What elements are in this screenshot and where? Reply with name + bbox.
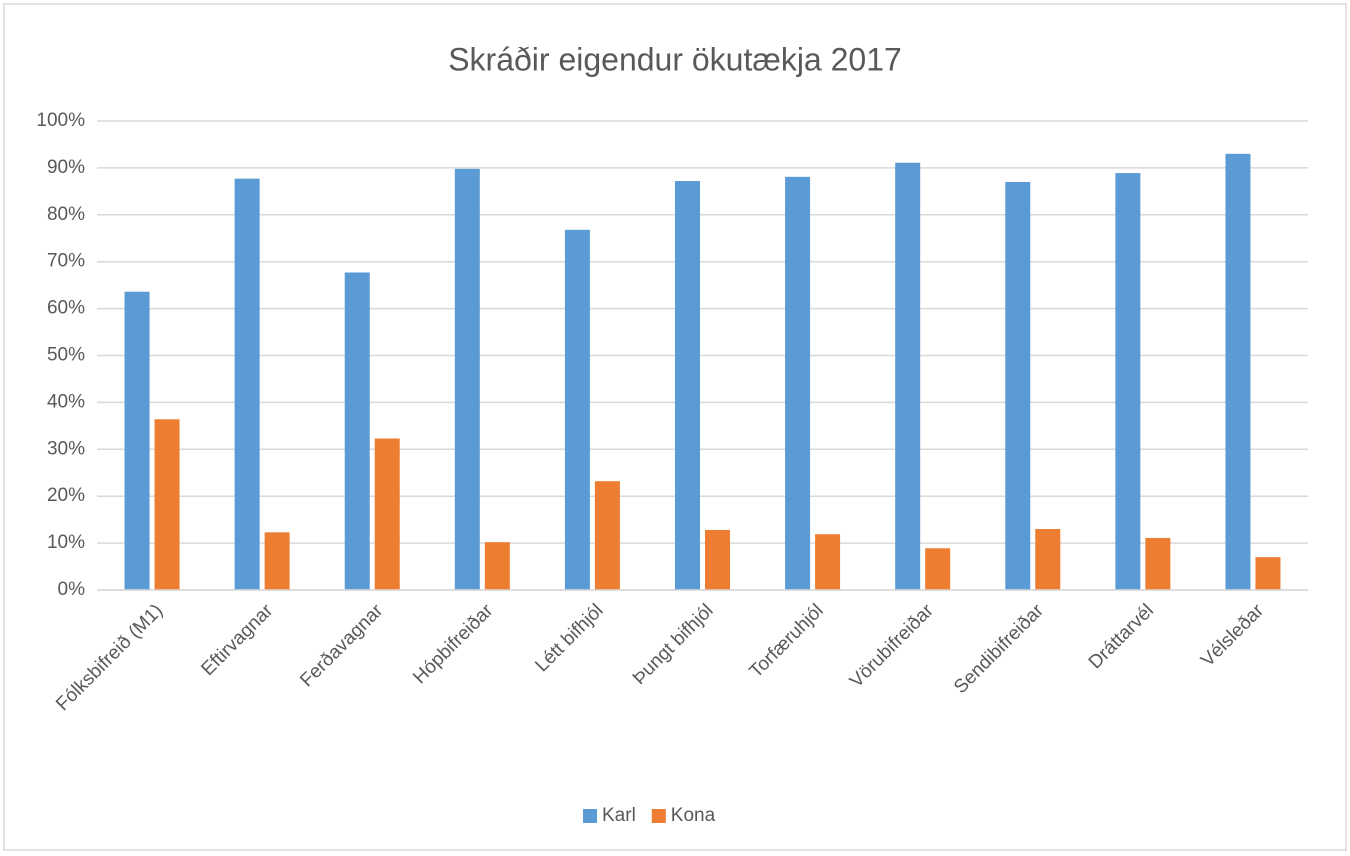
y-tick-label: 40%: [47, 391, 85, 412]
bar: [1145, 537, 1171, 590]
y-tick-label: 50%: [47, 345, 85, 366]
bar: [564, 229, 590, 591]
bar: [1225, 153, 1251, 590]
bar: [675, 181, 700, 591]
bar: [1255, 557, 1281, 590]
legend-swatch: [651, 809, 666, 823]
y-tick-label: 70%: [47, 251, 85, 272]
bar: [154, 419, 180, 590]
legend-label: Karl: [602, 805, 636, 826]
bar: [234, 178, 260, 590]
y-tick-label: 20%: [47, 485, 85, 506]
bar: [1005, 181, 1031, 590]
y-tick-label: 100%: [36, 110, 85, 131]
bar: [815, 534, 841, 590]
chart-title: Skráðir eigendur ökutækja 2017: [448, 41, 902, 77]
legend-label: Kona: [671, 805, 716, 826]
bar: [454, 168, 480, 590]
bar: [895, 162, 921, 590]
y-tick-label: 90%: [47, 157, 85, 178]
bar: [1115, 173, 1141, 590]
bar: [344, 272, 370, 590]
y-tick-label: 60%: [47, 298, 85, 319]
bar: [264, 532, 290, 590]
bar: [374, 438, 400, 590]
y-tick-label: 80%: [47, 204, 85, 225]
bar: [785, 176, 811, 590]
bar: [925, 548, 951, 590]
bar: [705, 529, 730, 590]
y-tick-label: 30%: [47, 438, 85, 459]
bar: [594, 481, 620, 590]
legend-swatch: [583, 809, 597, 823]
bar: [484, 542, 510, 590]
bar: [1035, 529, 1061, 590]
bar: [124, 291, 150, 590]
y-tick-label: 10%: [47, 532, 85, 553]
y-tick-label: 0%: [58, 579, 86, 600]
